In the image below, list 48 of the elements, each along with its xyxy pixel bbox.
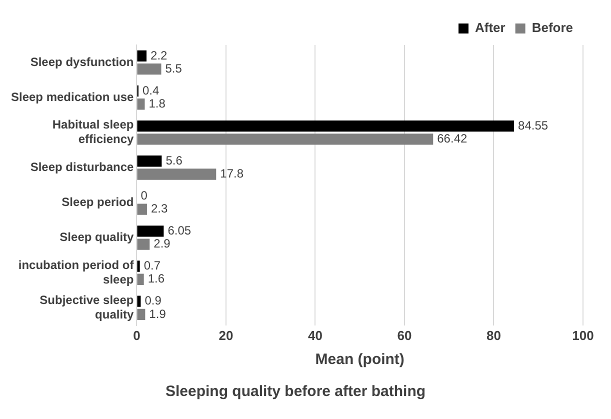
y-tick-label: incubation period of sleep bbox=[18, 258, 135, 286]
y-tick-label: Subjective sleep quality bbox=[40, 292, 134, 322]
bar bbox=[137, 156, 162, 167]
data-label: 1.6 bbox=[148, 272, 165, 286]
bar bbox=[137, 226, 164, 237]
bar bbox=[137, 204, 147, 215]
bar bbox=[137, 98, 145, 110]
data-label: 66.42 bbox=[437, 132, 468, 146]
bar bbox=[137, 296, 141, 307]
data-label: 2.2 bbox=[150, 48, 168, 62]
x-axis-title: Mean (point) bbox=[315, 351, 404, 368]
x-tick-label: 20 bbox=[218, 328, 234, 343]
bar bbox=[137, 120, 514, 132]
bar bbox=[137, 168, 216, 180]
data-label: 17.8 bbox=[220, 166, 244, 181]
data-label: 1.8 bbox=[148, 96, 166, 110]
legend-label: Before bbox=[532, 20, 574, 36]
x-tick-label: 80 bbox=[486, 328, 501, 343]
bar bbox=[137, 64, 162, 75]
data-label: 5.6 bbox=[166, 153, 183, 168]
legend-label: After bbox=[474, 20, 506, 36]
data-label: 0.4 bbox=[142, 83, 160, 98]
y-tick-label: Sleep medication use bbox=[10, 90, 134, 104]
x-tick-label: 100 bbox=[572, 328, 594, 343]
text: Sleeping quality before after bathing bbox=[165, 383, 426, 400]
data-label: 1.9 bbox=[149, 306, 166, 321]
data-label: 84.55 bbox=[518, 118, 548, 132]
y-tick-label: Sleep quality bbox=[60, 230, 134, 244]
x-tick-label: 0 bbox=[133, 328, 140, 343]
bar bbox=[137, 50, 147, 62]
x-tick-label: 60 bbox=[397, 328, 412, 343]
bar bbox=[137, 274, 144, 285]
x-tick-label: 40 bbox=[308, 328, 322, 343]
data-label: 2.3 bbox=[150, 202, 168, 216]
data-label: 0.9 bbox=[144, 294, 162, 308]
y-tick-label: Habitual sleep efficiency bbox=[52, 118, 134, 146]
bar bbox=[137, 134, 434, 145]
data-label: 6.05 bbox=[168, 224, 192, 238]
bar bbox=[137, 238, 150, 250]
data-label: 2.9 bbox=[154, 236, 171, 251]
bar bbox=[137, 308, 146, 320]
y-tick-label: Sleep dysfunction bbox=[30, 54, 134, 69]
data-label: 5.5 bbox=[165, 61, 182, 76]
y-tick-label: Sleep disturbance bbox=[30, 160, 134, 174]
bar bbox=[137, 260, 140, 272]
data-label: 0.7 bbox=[144, 258, 161, 273]
data-label: 0 bbox=[140, 188, 148, 202]
y-tick-label: Sleep period bbox=[62, 195, 134, 210]
